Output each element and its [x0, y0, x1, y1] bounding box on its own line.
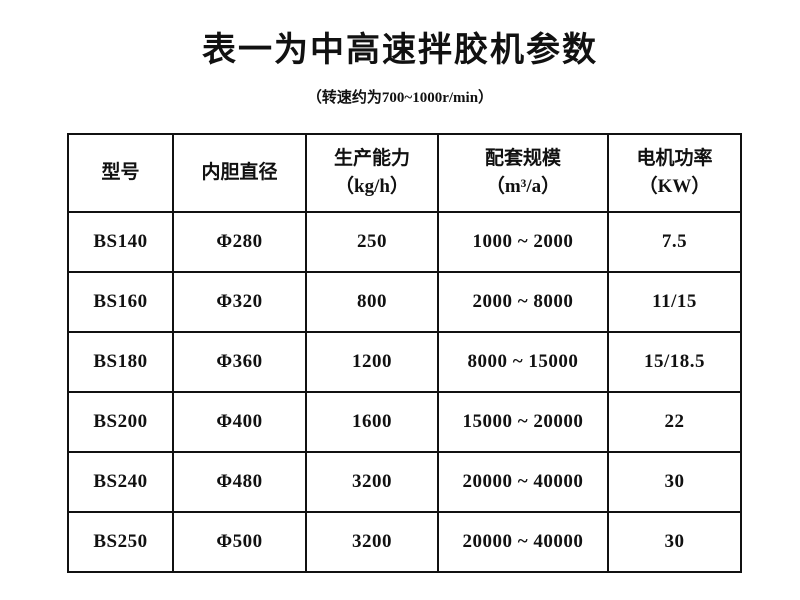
table-cell: 22: [607, 391, 742, 453]
table-cell: 30: [607, 451, 742, 513]
table-cell: 15/18.5: [607, 331, 742, 393]
table-cell: 1600: [305, 391, 439, 453]
table-cell: 250: [305, 211, 439, 273]
column-label: 电机功率: [636, 148, 713, 169]
header-row: 型号 内胆直径 生产能力 （kg/h） 配套规模 （m³/a） 电机功率 （KW）: [67, 133, 742, 213]
table-cell: Φ320: [172, 271, 307, 333]
table-row: BS200 Φ400 1600 15000 ~ 20000 22: [67, 391, 742, 453]
column-label: 内胆直径: [201, 162, 278, 183]
table-row: BS250 Φ500 3200 20000 ~ 40000 30: [67, 511, 742, 573]
table-cell: BS240: [67, 451, 174, 513]
column-unit: （KW）: [638, 176, 711, 197]
table-cell: 1000 ~ 2000: [437, 211, 609, 273]
table-cell: BS250: [67, 511, 174, 573]
column-header: 内胆直径: [172, 133, 307, 213]
table-cell: 30: [607, 511, 742, 573]
table-cell: Φ500: [172, 511, 307, 573]
table-cell: BS160: [67, 271, 174, 333]
column-label: 型号: [101, 162, 140, 183]
column-header: 配套规模 （m³/a）: [437, 133, 609, 213]
table-row: BS180 Φ360 1200 8000 ~ 15000 15/18.5: [67, 331, 742, 393]
table-cell: Φ400: [172, 391, 307, 453]
table-cell: 800: [305, 271, 439, 333]
table-cell: 20000 ~ 40000: [437, 451, 609, 513]
table-cell: BS200: [67, 391, 174, 453]
table-cell: 7.5: [607, 211, 742, 273]
table-cell: Φ480: [172, 451, 307, 513]
table-cell: 8000 ~ 15000: [437, 331, 609, 393]
column-header: 电机功率 （KW）: [607, 133, 742, 213]
table-row: BS240 Φ480 3200 20000 ~ 40000 30: [67, 451, 742, 513]
table-row: BS160 Φ320 800 2000 ~ 8000 11/15: [67, 271, 742, 333]
table-cell: 15000 ~ 20000: [437, 391, 609, 453]
column-unit: （m³/a）: [485, 176, 561, 197]
table-cell: BS180: [67, 331, 174, 393]
table-cell: BS140: [67, 211, 174, 273]
table-cell: 3200: [305, 511, 439, 573]
table-body: BS140 Φ280 250 1000 ~ 2000 7.5 BS160 Φ320 800 20…: [67, 211, 742, 573]
column-header: 型号: [67, 133, 174, 213]
column-label: 生产能力: [333, 148, 410, 169]
table-cell: Φ280: [172, 211, 307, 273]
column-unit: （kg/h）: [335, 176, 409, 197]
table-cell: 20000 ~ 40000: [437, 511, 609, 573]
table-cell: 2000 ~ 8000: [437, 271, 609, 333]
subtitle: （转速约为700~1000r/min）: [306, 90, 494, 106]
column-header: 生产能力 （kg/h）: [305, 133, 439, 213]
table-cell: 3200: [305, 451, 439, 513]
table-cell: Φ360: [172, 331, 307, 393]
table-row: BS140 Φ280 250 1000 ~ 2000 7.5: [67, 211, 742, 273]
spec-table: 型号 内胆直径 生产能力 （kg/h） 配套规模 （m³/a） 电机功率 （KW） BS140…: [67, 133, 742, 573]
column-label: 配套规模: [484, 148, 561, 169]
table-cell: 1200: [305, 331, 439, 393]
title: 表一为中高速拌胶机参数: [202, 32, 598, 69]
table-cell: 11/15: [607, 271, 742, 333]
